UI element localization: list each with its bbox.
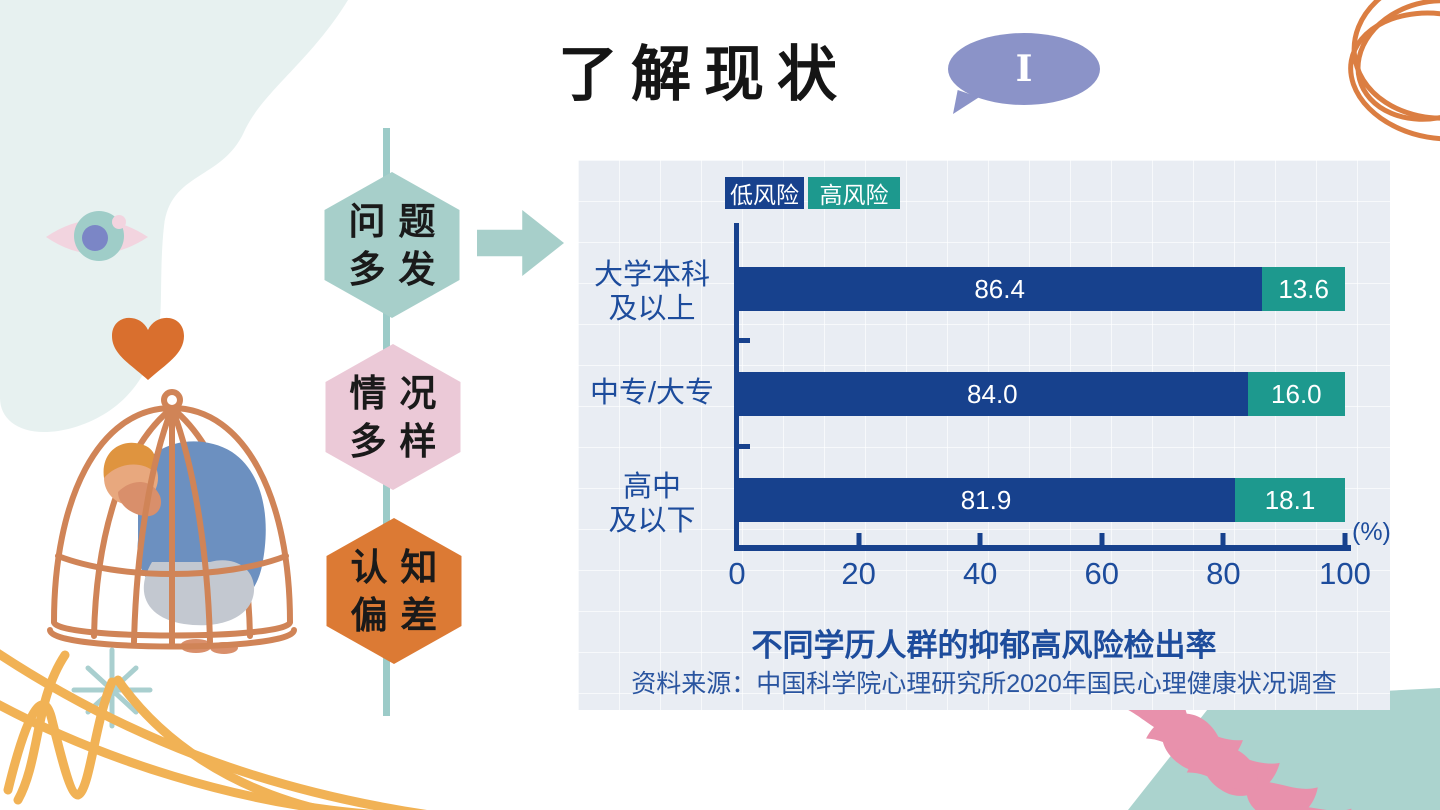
y-axis-tick: [739, 338, 750, 343]
bar-segment-high-risk: 16.0: [1247, 372, 1345, 416]
page-title: 了解现状: [558, 40, 850, 110]
category-label-highschool: 高中 及以下: [608, 471, 696, 537]
heart-icon: [112, 317, 184, 380]
yellow-scribble: [0, 649, 428, 810]
caged-person-illustration: [47, 389, 297, 654]
bar-segment-high-risk: 18.1: [1235, 478, 1345, 522]
percent-unit-label: (%): [1352, 518, 1391, 546]
chart-source-note: 资料来源：中国科学院心理研究所2020年国民心理健康状况调查: [631, 670, 1337, 698]
bar-row: 84.0 16.0: [737, 372, 1345, 416]
category-label-university: 大学本科 及以上: [593, 259, 710, 325]
left-decoration-graphics: [0, 0, 428, 810]
bar-segment-low-risk: 84.0: [737, 372, 1248, 416]
orange-circles-doodle: [1348, 0, 1440, 142]
x-axis-tick-labels: 0 20 40 60 80 100: [728, 556, 1370, 592]
bar-row: 81.9 18.1: [737, 478, 1345, 522]
x-tick-label: 0: [728, 556, 746, 591]
bar-segment-low-risk: 81.9: [737, 478, 1235, 522]
chart-legend: 低风险 高风险: [725, 177, 900, 209]
teal-corner-block: [1128, 688, 1440, 810]
y-axis-tick: [739, 444, 750, 449]
y-axis-line: [734, 223, 739, 545]
arrow-right-icon: [477, 210, 564, 276]
legend-item-high-risk: 高风险: [808, 177, 900, 209]
chart-title: 不同学历人群的抑郁高风险检出率: [751, 628, 1217, 663]
bar-row: 86.4 13.6: [737, 267, 1345, 311]
bar-chart-panel: 低风险 高风险 大学本科 及以上 中专/大专 高中 及以下 86.4 13.6 …: [578, 160, 1391, 710]
x-axis-ticks: [737, 533, 1348, 545]
x-tick-label: 100: [1319, 556, 1371, 591]
face-profile-shape: [0, 0, 348, 433]
bar-segment-low-risk: 86.4: [737, 267, 1263, 311]
x-tick-label: 40: [962, 556, 998, 591]
legend-item-low-risk: 低风险: [725, 177, 804, 209]
eye-illustration: [46, 211, 148, 261]
bar-segment-high-risk: 13.6: [1262, 267, 1345, 311]
x-tick-label: 20: [841, 556, 876, 591]
x-tick-label: 80: [1206, 556, 1241, 591]
category-label-college: 中专/大专: [589, 377, 715, 409]
section-number-badge: I: [948, 33, 1100, 105]
x-axis-line: [734, 545, 1351, 551]
x-tick-label: 60: [1084, 556, 1120, 591]
